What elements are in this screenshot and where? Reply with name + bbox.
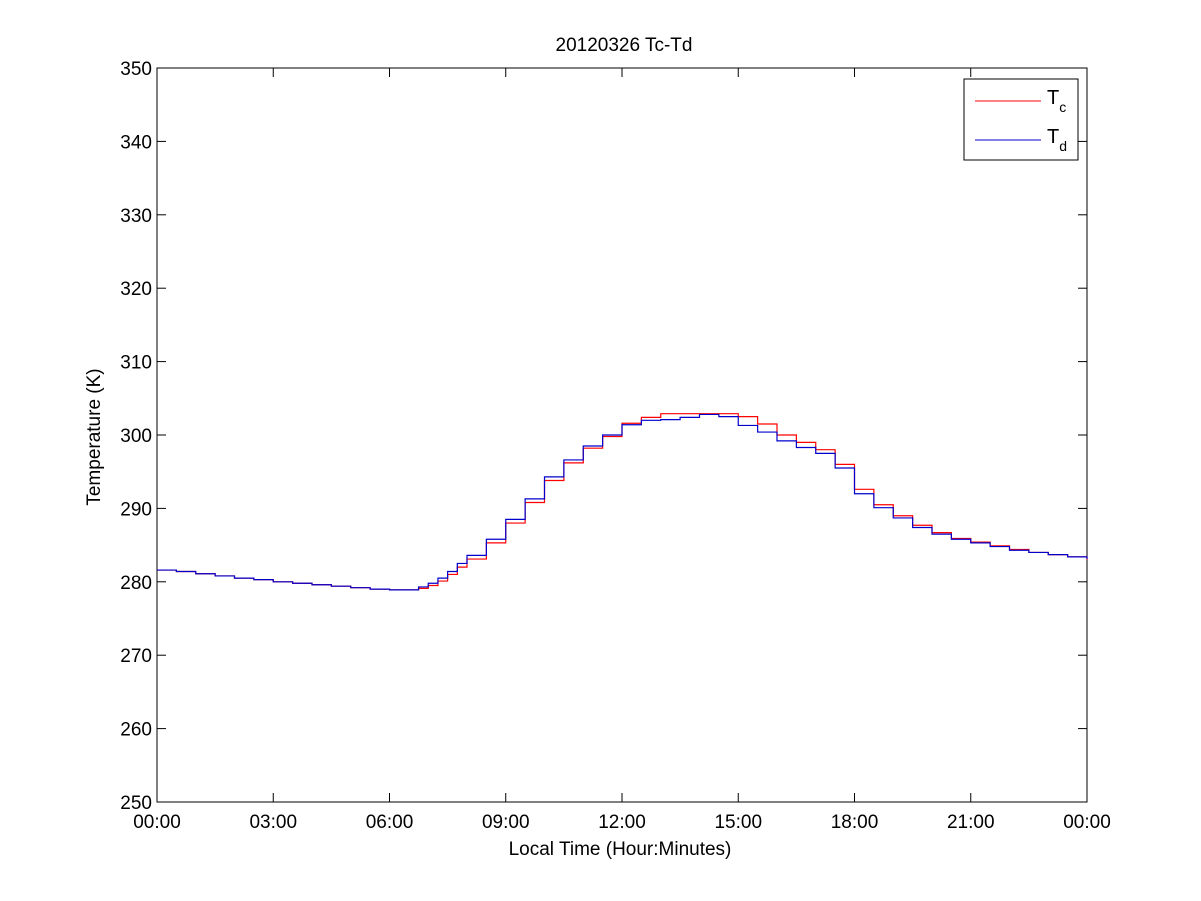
y-tick-label: 280	[120, 573, 152, 594]
x-tick-label: 06:00	[366, 812, 414, 833]
legend-label-td: Td	[1047, 126, 1067, 154]
y-tick-label: 290	[120, 499, 152, 520]
x-tick-label: 00:00	[133, 812, 181, 833]
x-axis: 00:00 03:00 06:00 09:00 12:00 15:00 18:00 21:00…	[133, 68, 1111, 833]
y-tick-label: 340	[120, 132, 152, 153]
y-tick-label: 320	[120, 279, 152, 300]
y-tick-label: 250	[120, 793, 152, 814]
series-line-td	[157, 413, 1088, 591]
series-layer	[157, 413, 1088, 591]
x-axis-title: Local Time (Hour:Minutes)	[509, 839, 732, 860]
chart-title: 20120326 Tc-Td	[556, 35, 693, 56]
x-tick-label: 03:00	[249, 812, 297, 833]
y-axis-title: Temperature (K)	[84, 368, 105, 505]
x-tick-label: 18:00	[831, 812, 879, 833]
x-tick-label: 12:00	[598, 812, 646, 833]
y-tick-label: 300	[120, 426, 152, 447]
x-tick-label: 09:00	[482, 812, 530, 833]
y-tick-label: 310	[120, 353, 152, 374]
y-tick-label: 260	[120, 720, 152, 741]
legend-box	[963, 78, 1079, 161]
legend-label-tc: Tc	[1047, 87, 1066, 115]
legend: Tc Td	[963, 78, 1079, 161]
y-axis: 250 260 270 280 290 300 310 320 330 340 350	[120, 59, 1087, 814]
y-tick-label: 350	[120, 59, 152, 80]
x-tick-label: 00:00	[1063, 812, 1111, 833]
y-tick-label: 330	[120, 206, 152, 227]
y-tick-label: 270	[120, 646, 152, 667]
x-tick-label: 21:00	[947, 812, 995, 833]
x-tick-label: 15:00	[714, 812, 762, 833]
